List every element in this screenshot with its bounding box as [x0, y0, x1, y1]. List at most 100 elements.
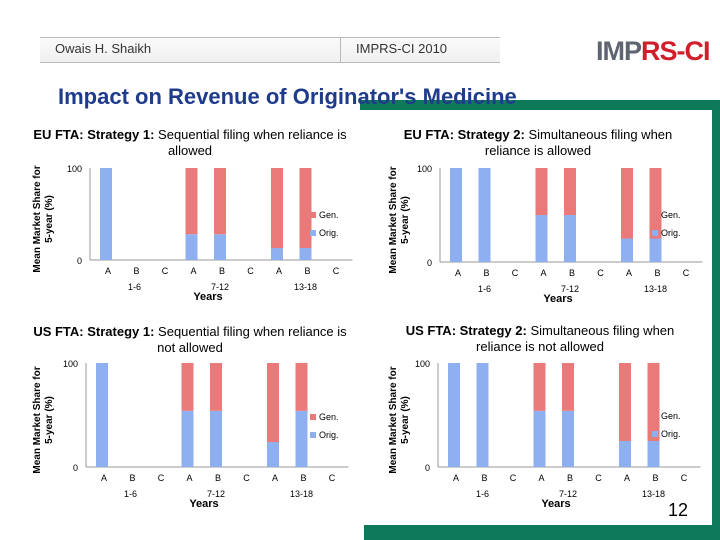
bar-orig: [185, 234, 198, 260]
chart-title-rest: Sequential filing when reliance is allow…: [158, 127, 347, 158]
y-axis-label: Mean Market Share for: [388, 366, 399, 473]
x-tick-label: A: [105, 266, 111, 276]
x-tick-label: A: [455, 268, 461, 278]
author-name: Owais H. Shaikh: [55, 41, 152, 56]
x-tick-label: C: [512, 268, 519, 278]
x-tick-label: A: [276, 266, 282, 276]
bar-orig: [448, 363, 460, 467]
legend-label: Orig.: [661, 429, 681, 439]
x-tick-label: C: [595, 473, 602, 483]
x-tick-label: C: [329, 473, 336, 483]
x-group-label: 7-12: [561, 284, 579, 294]
slide-header: Owais H. Shaikh IMPRS-CI 2010 IMPRS-CI: [0, 0, 720, 70]
bar-orig: [295, 410, 308, 467]
legend-label: Orig.: [319, 228, 339, 238]
legend-swatch: [652, 413, 658, 419]
chart-title-bold: EU FTA: Strategy 1:: [33, 127, 155, 142]
x-tick-label: A: [540, 268, 546, 278]
y-tick-label: 100: [415, 359, 430, 369]
x-tick-label: B: [300, 473, 306, 483]
bar-gen: [619, 363, 631, 441]
chart-title-bold: EU FTA: Strategy 2:: [403, 127, 525, 142]
x-tick-label: B: [215, 473, 221, 483]
x-tick-label: B: [483, 268, 489, 278]
logo-text-left: IMP: [596, 36, 642, 66]
x-group-label: 13-18: [644, 284, 667, 294]
y-axis-label: 5-year (%): [44, 396, 55, 444]
y-tick-label: 0: [73, 463, 78, 473]
legend-swatch: [310, 230, 316, 236]
legend-swatch: [310, 212, 316, 218]
bar-orig: [214, 234, 226, 260]
y-tick-label: 0: [77, 256, 82, 266]
bar-gen: [185, 168, 198, 235]
x-tick-label: B: [567, 473, 573, 483]
legend-swatch: [652, 230, 658, 236]
x-group-label: 13-18: [294, 282, 317, 292]
bar-orig: [271, 248, 283, 260]
bar-orig: [535, 215, 548, 262]
x-tick-label: A: [190, 266, 196, 276]
y-axis-label: Mean Market Share for: [388, 166, 399, 273]
y-tick-label: 0: [425, 463, 430, 473]
x-group-label: 7-12: [207, 489, 225, 499]
conference-name: IMPRS-CI 2010: [356, 41, 448, 56]
bar-orig: [619, 441, 631, 467]
x-axis-label: Years: [193, 291, 222, 303]
bar-orig: [533, 410, 546, 467]
legend-swatch: [652, 431, 658, 437]
x-tick-label: C: [681, 473, 688, 483]
bar-gen: [299, 168, 312, 249]
bar-gen: [271, 168, 283, 249]
chart-title-us2: US FTA: Strategy 2: Simultaneous filing …: [390, 323, 690, 355]
y-axis-label: 5-year (%): [400, 396, 411, 444]
chart-title-rest: Simultaneous filing when reliance is all…: [484, 127, 673, 158]
bar-orig: [100, 168, 112, 260]
bar-orig: [299, 248, 312, 260]
page-number: 12: [668, 500, 689, 520]
x-tick-label: B: [133, 266, 139, 276]
y-tick-label: 0: [427, 258, 432, 268]
bar-orig: [649, 238, 662, 262]
bar-gen: [621, 168, 633, 239]
legend-label: Orig.: [319, 430, 339, 440]
x-group-label: 7-12: [211, 282, 229, 292]
y-axis-label: 5-year (%): [400, 196, 411, 244]
y-axis-label: Mean Market Share for: [32, 366, 43, 473]
bar-gen: [649, 168, 662, 239]
x-tick-label: C: [162, 266, 169, 276]
bar-gen: [210, 363, 222, 411]
chart-title-bold: US FTA: Strategy 1:: [33, 324, 155, 339]
chart-title-bold: US FTA: Strategy 2:: [405, 323, 527, 338]
x-tick-label: C: [247, 266, 254, 276]
x-group-label: 1-6: [476, 489, 489, 499]
imprs-logo: IMPRS-CI: [596, 36, 711, 67]
x-axis-label: Years: [541, 498, 570, 510]
legend-label: Gen.: [661, 210, 681, 220]
header-band: [40, 37, 500, 63]
x-tick-label: A: [626, 268, 632, 278]
bar-orig: [564, 215, 576, 262]
chart-title-eu2: EU FTA: Strategy 2: Simultaneous filing …: [388, 127, 688, 159]
bar-gen: [533, 363, 546, 411]
legend-label: Gen.: [319, 210, 339, 220]
x-tick-label: C: [683, 268, 690, 278]
y-tick-label: 100: [67, 164, 82, 174]
x-tick-label: A: [624, 473, 630, 483]
bar-gen: [562, 363, 574, 411]
x-group-label: 7-12: [559, 489, 577, 499]
x-tick-label: B: [219, 266, 225, 276]
x-tick-label: C: [510, 473, 517, 483]
x-tick-label: C: [597, 268, 604, 278]
chart-eu-strategy-1: 0 100 Mean Market Share for 5-year (%) A B C A B…: [32, 164, 353, 303]
x-tick-label: A: [272, 473, 278, 483]
chart-us-strategy-1: 0 100 Mean Market Share for 5-year (%) A B C A B…: [32, 359, 349, 510]
logo-text-right: RS-CI: [641, 36, 710, 66]
chart-eu-strategy-2: 0 100 Mean Market Share for 5-year (%) A B C A B…: [388, 164, 703, 305]
x-group-label: 1-6: [124, 489, 137, 499]
legend-label: Gen.: [319, 412, 339, 422]
bar-gen: [647, 363, 660, 441]
bar-orig: [96, 363, 108, 467]
x-tick-label: A: [538, 473, 544, 483]
chart-title-eu1: EU FTA: Strategy 1: Sequential filing wh…: [30, 127, 350, 159]
